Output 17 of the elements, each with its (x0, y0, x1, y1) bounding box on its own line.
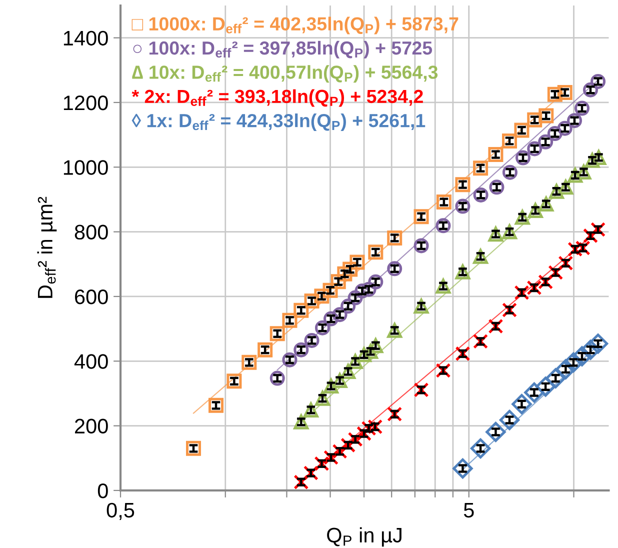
y-tick-label: 1000 (64, 160, 108, 175)
y-tick-label: 1400 (64, 30, 108, 46)
text: ∆ 10x: D$_{eff}$² = 400,57ln(Q$_{P}$) + 5564,3 (132, 65, 438, 83)
x-tick-label: 0,5 (106, 502, 134, 520)
y-tick-label: 400 (74, 354, 108, 369)
y-tick-label: 200 (74, 418, 108, 434)
y-tick-label: 800 (74, 224, 108, 240)
text: ○ 100x: D$_{eff}$² = 397,85ln(Q$_{P}$) + 5725 (133, 40, 432, 58)
y-axis-title: D$_{eff}$² in µm² (37, 196, 57, 298)
text: * 2x: D$_{eff}$² = 393,18ln(Q$_{P}$) + 5234,2 (132, 89, 423, 107)
text: □ 1000x: D$_{eff}$² = 402,35ln(Q$_{P}$) + 5873,7 (132, 16, 458, 34)
text: ◊ 1x: D$_{eff}$² = 424,33ln(Q$_{P}$) + 5261,1 (132, 113, 426, 131)
y-tick-label: 0 (98, 483, 108, 498)
y-tick-label: 600 (75, 289, 108, 304)
x-axis-title: Q$_{P}$ in µJ (327, 527, 402, 547)
y-tick-label: 1200 (64, 95, 108, 110)
x-tick-label: 5 (464, 503, 474, 518)
